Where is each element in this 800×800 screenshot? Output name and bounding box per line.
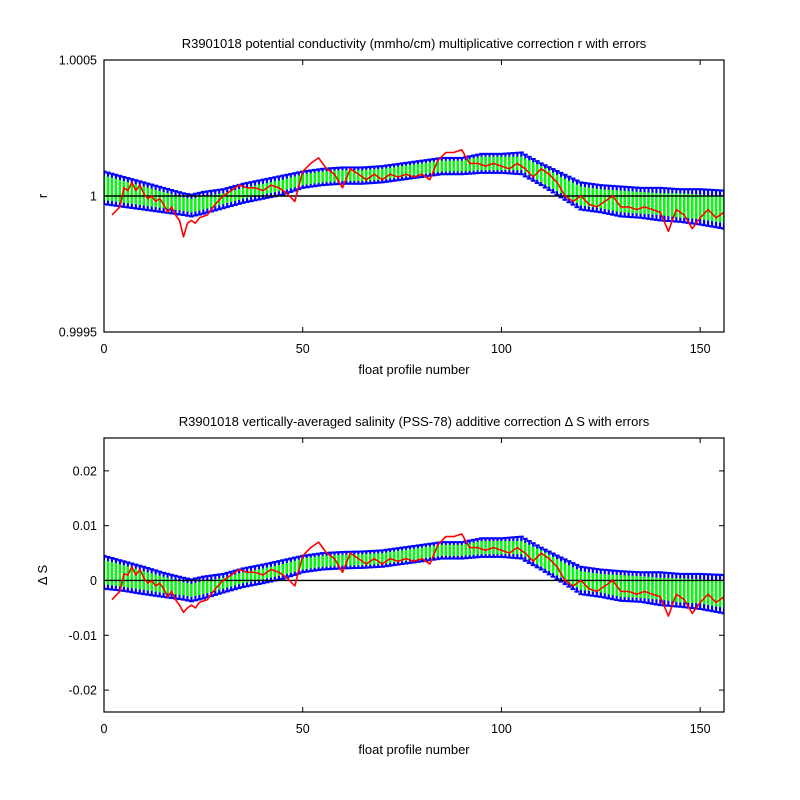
chart-conductivity-correction: 0 50 100 150 0.9995 1 1.0005 R3901018 potential… (35, 36, 725, 377)
axes-frame (103, 437, 725, 713)
error-bars (104, 151, 724, 230)
plot-area (104, 533, 724, 617)
y-tick-label: 1 (90, 190, 97, 204)
measured-series-line (111, 533, 724, 617)
y-tick-label: 0.01 (73, 519, 97, 533)
x-tick-label: 50 (296, 342, 310, 356)
y-tick-label: -0.01 (69, 629, 98, 643)
x-tick-label: 100 (491, 342, 512, 356)
x-tick-label: 150 (690, 342, 711, 356)
measured-series-line (111, 149, 724, 238)
x-tick-label: 0 (101, 722, 108, 736)
chart-title: R3901018 vertically-averaged salinity (P… (179, 414, 650, 429)
chart-salinity-correction: 0 50 100 150 -0.02 -0.01 0 0.01 0.02 R3901018 ver… (35, 414, 725, 757)
y-axis-label: r (35, 193, 50, 198)
chart-title: R3901018 potential conductivity (mmho/cm… (182, 36, 647, 51)
x-tick-label: 100 (491, 722, 512, 736)
x-tick-label: 50 (296, 722, 310, 736)
x-tick-label: 0 (101, 342, 108, 356)
y-tick-label: 0.9995 (59, 326, 97, 340)
y-tick-label: 1.0005 (59, 54, 97, 68)
y-tick-label: 0.02 (73, 464, 97, 478)
plot-area (104, 149, 724, 238)
y-axis-label: Δ S (35, 565, 50, 586)
x-axis-label: float profile number (358, 742, 470, 757)
y-tick-label: 0 (90, 574, 97, 588)
y-tick-label: -0.02 (69, 684, 98, 698)
error-bars (104, 535, 724, 615)
x-axis-label: float profile number (358, 362, 470, 377)
x-tick-label: 150 (690, 722, 711, 736)
